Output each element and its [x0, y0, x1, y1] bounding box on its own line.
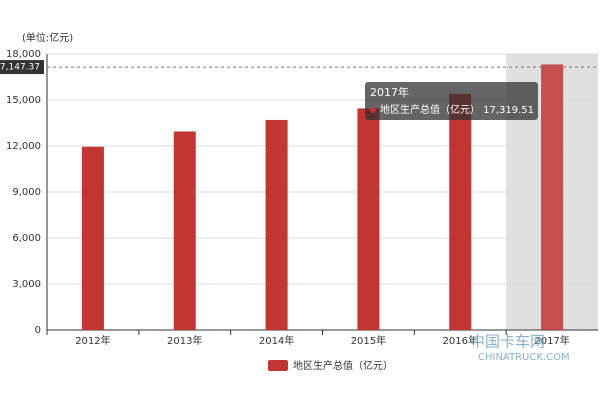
watermark: 中国卡车网	[470, 333, 545, 351]
bar	[81, 146, 104, 330]
y-tick-label: 12,000	[6, 141, 41, 152]
y-axis-label: (单位:亿元)	[22, 31, 73, 44]
bar	[265, 119, 288, 330]
axis-pointer-box	[0, 60, 44, 75]
y-tick-label: 6,000	[12, 233, 41, 244]
x-tick-label: 2013年	[167, 334, 202, 347]
x-tick-label: 2015年	[351, 334, 386, 347]
legend-swatch	[268, 360, 288, 371]
watermark: CHINATRUCK.COM	[478, 352, 570, 363]
tooltip-value: 17,319.51	[483, 105, 534, 116]
legend-label: 地区生产总值（亿元）	[293, 359, 393, 372]
tooltip-title: 2017年	[370, 85, 409, 99]
tooltip-marker	[370, 107, 376, 113]
axis-pointer-label: 17,147.37	[0, 63, 40, 73]
bar	[541, 64, 564, 331]
y-tick-label: 9,000	[12, 187, 41, 198]
x-tick-label: 2016年	[443, 334, 478, 347]
y-tick-label: 0	[35, 325, 41, 336]
bar	[173, 131, 196, 330]
y-tick-label: 15,000	[6, 95, 41, 106]
y-tick-label: 3,000	[12, 279, 41, 290]
bar	[449, 93, 472, 330]
bar	[357, 108, 380, 330]
y-tick-label: 18,000	[6, 49, 41, 60]
tooltip	[365, 82, 538, 120]
x-tick-label: 2017年	[534, 334, 569, 347]
x-tick-label: 2012年	[75, 334, 110, 347]
x-tick-label: 2014年	[259, 334, 294, 347]
tooltip-series: 地区生产总值（亿元）	[380, 103, 480, 116]
